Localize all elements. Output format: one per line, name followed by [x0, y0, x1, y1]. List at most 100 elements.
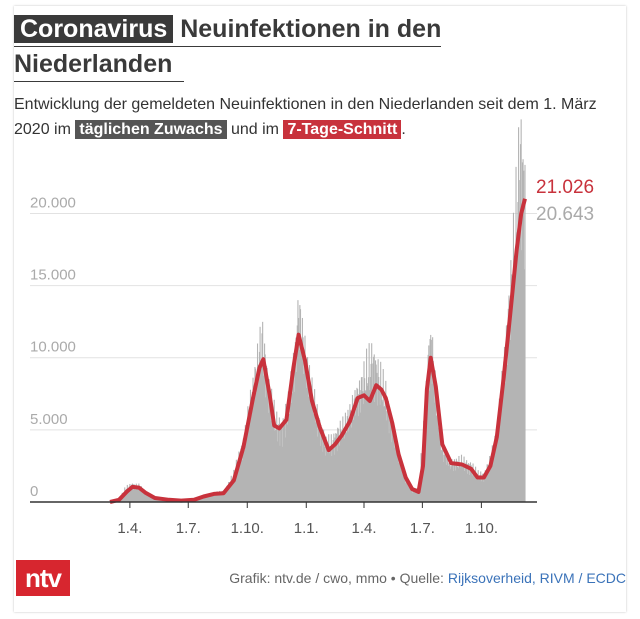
- daily-bar: [137, 487, 139, 502]
- daily-bar: [472, 463, 474, 502]
- daily-bar: [377, 359, 379, 502]
- daily-bar: [401, 465, 404, 502]
- daily-bar: [357, 388, 359, 502]
- daily-bar: [425, 408, 427, 502]
- daily-bar: [524, 164, 526, 502]
- daily-bar: [256, 376, 258, 502]
- daily-bar: [351, 395, 354, 502]
- daily-bar: [227, 489, 229, 502]
- grid-lines: [30, 212, 537, 431]
- daily-bar: [399, 453, 401, 502]
- daily-bar: [222, 494, 224, 502]
- daily-bar: [406, 478, 408, 502]
- daily-bar: [474, 476, 476, 502]
- daily-bar: [264, 343, 266, 502]
- daily-bar: [333, 454, 336, 502]
- daily-bar: [482, 473, 484, 502]
- daily-bar: [481, 476, 483, 502]
- daily-bar: [226, 485, 228, 502]
- daily-bar: [388, 433, 390, 502]
- daily-bar: [282, 418, 284, 502]
- daily-bar: [271, 413, 273, 502]
- daily-bar: [148, 494, 150, 502]
- latest-daily-label: 20.643: [536, 204, 594, 225]
- daily-bar: [476, 477, 478, 502]
- ntv-logo[interactable]: ntv: [16, 560, 70, 596]
- daily-bar: [132, 489, 134, 502]
- daily-bar: [276, 411, 278, 502]
- daily-bar: [303, 356, 305, 502]
- daily-bar: [315, 410, 318, 502]
- daily-bar: [414, 489, 416, 502]
- daily-bar: [316, 404, 318, 502]
- daily-bar: [518, 242, 520, 503]
- source-link[interactable]: Rijksoverheid, RIVM / ECDC: [447, 570, 626, 586]
- daily-bar: [428, 390, 430, 502]
- daily-bar: [431, 383, 433, 502]
- daily-bar: [414, 492, 416, 502]
- daily-bar: [489, 460, 491, 502]
- daily-bar: [330, 434, 332, 502]
- daily-bar: [201, 497, 203, 502]
- daily-bar: [478, 477, 481, 502]
- x-tick-label: 1.7.: [176, 520, 201, 537]
- daily-bar: [469, 462, 472, 502]
- daily-bar: [278, 424, 280, 502]
- daily-bar: [493, 456, 495, 502]
- daily-bar: [221, 490, 223, 502]
- daily-bar: [212, 493, 214, 502]
- daily-bar: [433, 382, 435, 502]
- daily-bar: [329, 450, 331, 502]
- daily-bar: [275, 427, 277, 502]
- daily-bar: [256, 343, 259, 502]
- daily-bar: [238, 451, 240, 502]
- daily-bar: [147, 494, 149, 502]
- average-line: [109, 198, 527, 504]
- daily-bar: [478, 479, 480, 502]
- daily-bar: [301, 317, 303, 502]
- daily-bar: [258, 351, 261, 502]
- daily-bar: [473, 473, 475, 502]
- daily-bar: [484, 470, 486, 502]
- daily-bar: [521, 250, 523, 502]
- daily-bar: [206, 493, 209, 502]
- daily-bar: [330, 446, 332, 502]
- daily-bar: [309, 381, 311, 502]
- daily-bar: [305, 388, 307, 502]
- daily-bar: [392, 425, 394, 502]
- daily-bar: [215, 493, 217, 502]
- daily-bar: [344, 429, 346, 502]
- daily-bar: [451, 459, 453, 502]
- title-highlight: Coronavirus: [14, 15, 174, 43]
- daily-bar: [477, 470, 479, 502]
- y-tick-label: 5.000: [30, 411, 68, 428]
- daily-bar: [405, 483, 407, 502]
- daily-bar: [258, 378, 260, 502]
- daily-bar: [265, 365, 268, 502]
- daily-bar: [149, 496, 151, 502]
- daily-bar: [223, 490, 225, 502]
- daily-bar: [485, 476, 488, 502]
- daily-bar: [318, 418, 320, 502]
- daily-bar: [203, 495, 205, 502]
- daily-bar: [225, 487, 227, 502]
- daily-bar: [494, 448, 497, 502]
- daily-bar: [392, 438, 395, 502]
- daily-bar: [509, 340, 511, 502]
- daily-bar: [473, 470, 475, 502]
- daily-bar: [298, 350, 300, 502]
- daily-bar: [465, 462, 467, 502]
- daily-bar: [280, 423, 282, 502]
- daily-bar: [447, 463, 449, 502]
- daily-bar: [206, 495, 208, 502]
- daily-bar: [135, 489, 137, 502]
- daily-bar: [304, 335, 306, 502]
- daily-bar: [448, 457, 450, 502]
- daily-bar: [505, 353, 507, 502]
- daily-bar: [496, 425, 498, 502]
- daily-bar: [466, 460, 468, 502]
- daily-bar: [268, 379, 270, 502]
- daily-bar: [367, 377, 370, 502]
- daily-bar: [292, 352, 294, 502]
- daily-bar: [396, 452, 398, 502]
